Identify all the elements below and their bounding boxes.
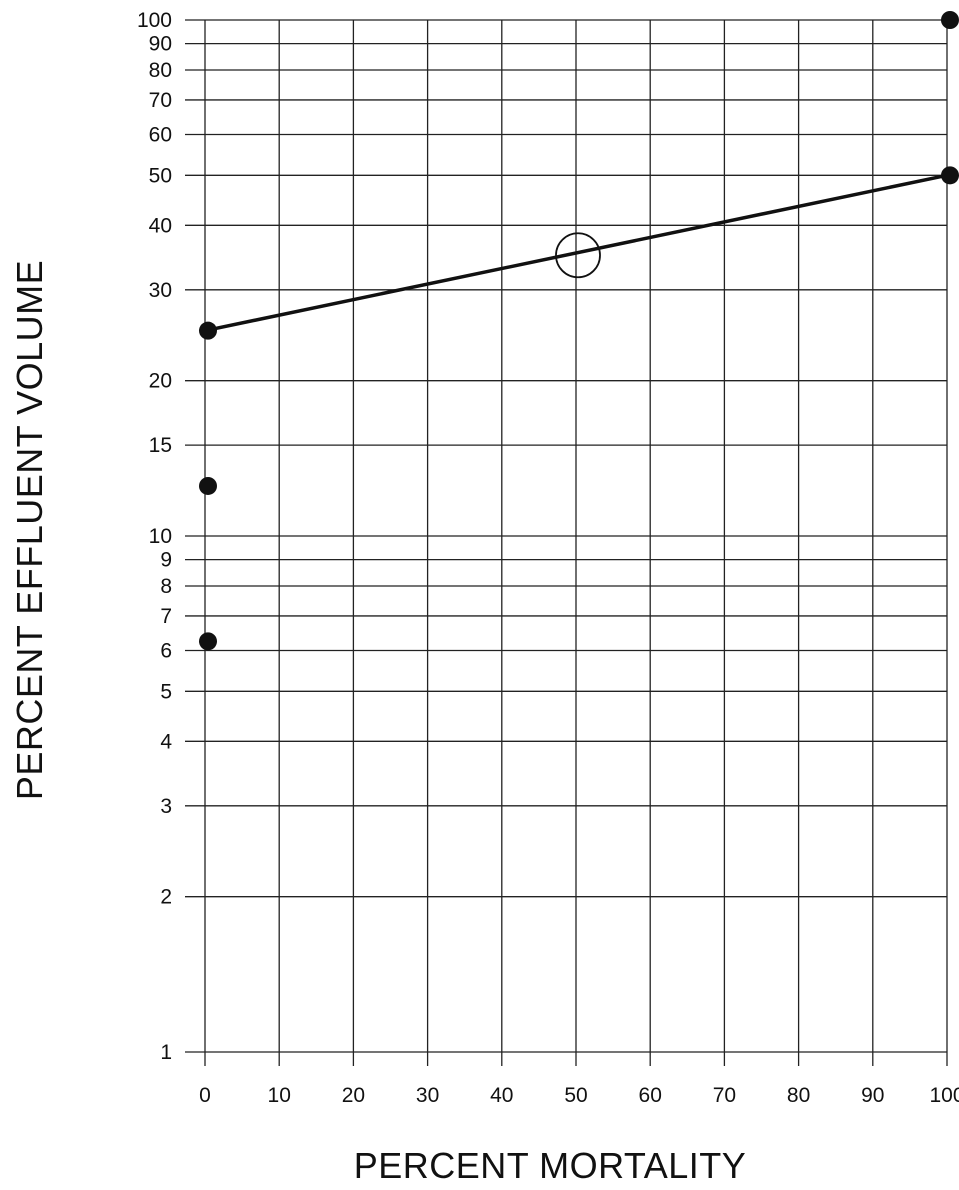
vertical-gridlines <box>204 20 948 1066</box>
data-point <box>199 476 217 495</box>
y-tick-label: 8 <box>160 575 172 598</box>
x-tick-label: 0 <box>199 1084 211 1107</box>
fit-line <box>204 173 948 333</box>
horizontal-gridlines <box>185 19 947 1053</box>
y-tick-label: 100 <box>137 9 172 32</box>
data-point <box>199 632 217 651</box>
lc50-marker-circle <box>555 232 601 279</box>
y-tick-label: 2 <box>160 886 172 909</box>
x-axis-title: PERCENT MORTALITY <box>354 1145 747 1186</box>
x-axis-tick-labels: 0 10 20 30 40 50 60 70 80 90 100 <box>199 1084 959 1107</box>
data-point <box>941 11 959 29</box>
x-tick-label: 60 <box>639 1084 662 1107</box>
x-tick-label: 30 <box>416 1084 439 1107</box>
x-tick-label: 70 <box>713 1084 736 1107</box>
x-tick-label: 10 <box>268 1084 291 1107</box>
data-point <box>941 166 959 185</box>
x-tick-label: 40 <box>490 1084 513 1107</box>
y-axis-title: PERCENT EFFLUENT VOLUME <box>9 260 50 800</box>
x-tick-label: 90 <box>861 1084 884 1107</box>
y-tick-label: 50 <box>149 164 172 187</box>
y-tick-label: 40 <box>149 214 172 237</box>
y-tick-label: 80 <box>149 59 172 82</box>
y-tick-label: 5 <box>160 680 172 703</box>
y-tick-label: 4 <box>160 730 172 753</box>
x-tick-label: 20 <box>342 1084 365 1107</box>
y-tick-label: 9 <box>160 549 172 572</box>
x-tick-label: 80 <box>787 1084 810 1107</box>
x-tick-label: 50 <box>564 1084 587 1107</box>
data-series <box>199 11 959 651</box>
y-tick-label: 30 <box>149 279 172 302</box>
y-tick-label: 7 <box>160 605 172 628</box>
y-tick-label: 1 <box>160 1041 172 1064</box>
y-tick-label: 20 <box>149 370 172 393</box>
y-tick-label: 3 <box>160 795 172 818</box>
x-tick-label: 100 <box>929 1084 959 1107</box>
y-tick-label: 6 <box>160 639 172 662</box>
data-point <box>199 321 217 340</box>
y-tick-label: 60 <box>149 123 172 146</box>
y-tick-label: 70 <box>149 89 172 112</box>
y-tick-label: 90 <box>149 33 172 56</box>
y-tick-label: 15 <box>149 434 172 457</box>
y-tick-label: 10 <box>149 525 172 548</box>
